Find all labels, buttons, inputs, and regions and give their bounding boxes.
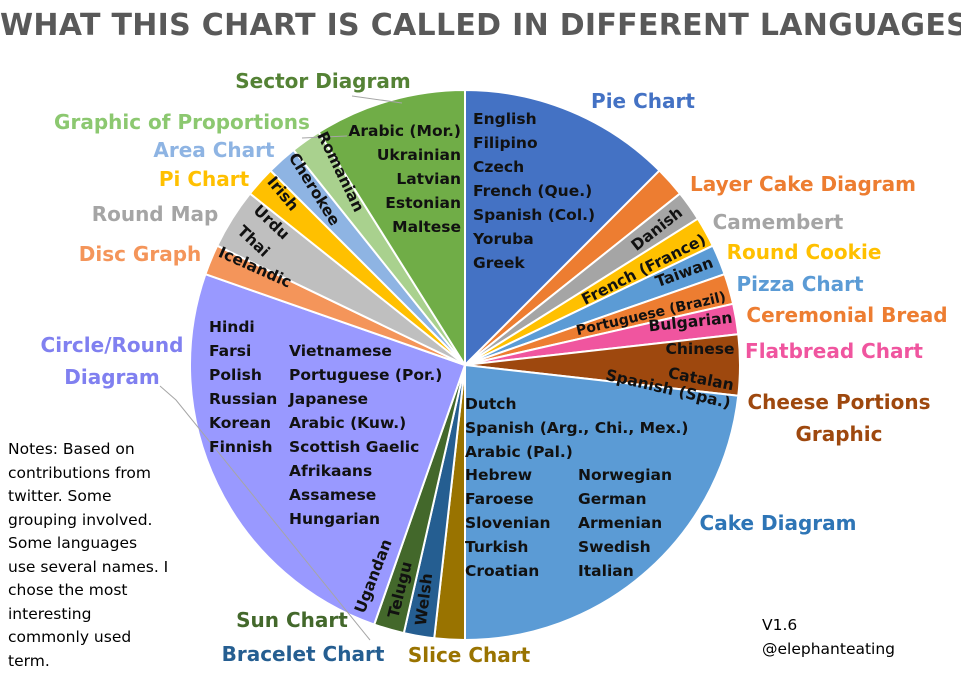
slice-labels: Pie Chart Layer Cake Diagram Camembert Roun… xyxy=(41,69,948,667)
pie-slice-circle-round-diagram xyxy=(189,272,467,626)
notes-line: Notes: Based on xyxy=(8,440,135,458)
languages-circle-round-right: Vietnamese Portuguese (Por.) Japanese Arabi… xyxy=(288,342,442,528)
pie-slice-pie-chart xyxy=(464,88,661,368)
slice-label-ceremonial-bread: Ceremonial Bread xyxy=(746,303,947,327)
languages-sector-diagram: Arabic (Mor.) Ukrainian Latvian Estonian Mal… xyxy=(348,122,461,236)
notes-line: interesting xyxy=(8,604,92,623)
languages-cake-diagram-right: Norwegian German Armenian Swedish Italian xyxy=(578,466,672,580)
leader-line xyxy=(159,385,371,641)
notes-line: grouping involved. xyxy=(8,510,153,529)
slice-label-disc-graph: Disc Graph xyxy=(79,242,202,266)
slice-label-graphic-of-proportions: Graphic of Proportions xyxy=(54,110,310,134)
slice-label-layer-cake-diagram: Layer Cake Diagram xyxy=(690,172,916,196)
leader-line xyxy=(351,95,403,104)
version-block: V1.6 @elephanteating xyxy=(762,614,895,661)
notes-line: use several names. I xyxy=(8,557,169,576)
slice-label-cake-diagram: Cake Diagram xyxy=(700,511,857,535)
notes-line: chose the most xyxy=(8,581,128,599)
languages-pie-chart: English Filipino Czech French (Que.) Spanish… xyxy=(472,110,595,272)
notes-line: term. xyxy=(8,651,50,670)
slice-label-pie-chart: Pie Chart xyxy=(591,89,695,113)
slice-label-round-cookie: Round Cookie xyxy=(727,240,882,264)
version-label: V1.6 xyxy=(762,616,798,634)
chart-title: WHAT THIS CHART IS CALLED IN DIFFERENT L… xyxy=(0,8,961,43)
slice-label-pi-chart: Pi Chart xyxy=(159,167,250,191)
slice-label-camembert: Camembert xyxy=(713,210,844,234)
slice-label-sector-diagram: Sector Diagram xyxy=(235,69,410,93)
slice-label-round-map: Round Map xyxy=(92,202,219,226)
languages-circle-round-left: Hindi Farsi Polish Russian Korean Finnish xyxy=(209,318,277,456)
notes-line: commonly used xyxy=(8,628,132,646)
pie-slices xyxy=(189,88,741,642)
languages-cake-diagram-left: Hebrew Faroese Slovenian Turkish Croatian xyxy=(465,466,551,580)
credit-label: @elephanteating xyxy=(762,639,896,658)
lang-chinese: Chinese xyxy=(665,340,734,358)
slice-label-sun-chart: Sun Chart xyxy=(236,608,348,632)
notes-line: twitter. Some xyxy=(8,487,112,505)
slice-label-bracelet-chart: Bracelet Chart xyxy=(222,642,385,666)
languages-cake-diagram-top: Dutch Spanish (Arg., Chi., Mex.) Arabic (P… xyxy=(465,395,689,461)
notes-line: Some languages xyxy=(8,534,138,552)
slice-label-slice-chart: Slice Chart xyxy=(408,643,531,667)
slice-label-circle-round-diagram: Circle/Round Diagram xyxy=(41,333,184,389)
leader-line xyxy=(301,135,348,139)
slice-label-cheese-portions-graphic: Cheese Portions Graphic xyxy=(747,390,930,446)
slice-label-pizza-chart: Pizza Chart xyxy=(736,272,864,296)
notes-text: Notes: Based on contributions from twitter… xyxy=(8,438,188,673)
leader-lines xyxy=(159,95,403,641)
slice-label-flatbread-chart: Flatbread Chart xyxy=(745,339,923,363)
slice-label-area-chart: Area Chart xyxy=(153,138,275,162)
notes-line: contributions from xyxy=(8,463,152,482)
pie-slice-cake-diagram xyxy=(464,363,740,642)
